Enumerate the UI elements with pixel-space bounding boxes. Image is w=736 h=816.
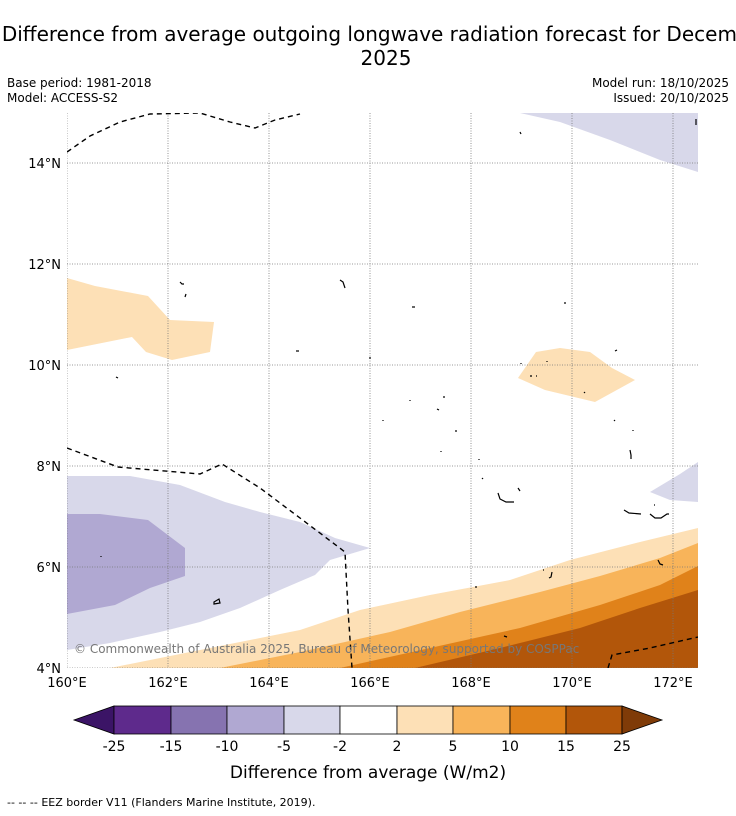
islands <box>100 119 697 638</box>
base-period: Base period: 1981-2018 <box>7 76 152 90</box>
anomaly-region-west-medium <box>67 514 185 614</box>
colorbar-label: -15 <box>160 739 183 755</box>
colorbar-swatch <box>283 705 341 735</box>
colorbar-label: -5 <box>277 739 291 755</box>
colorbar-extend-high <box>621 705 664 735</box>
island <box>184 293 187 298</box>
copyright-text: © Commonwealth of Australia 2025, Bureau… <box>74 642 579 656</box>
colorbar-label: -10 <box>216 739 239 755</box>
model-name: Model: ACCESS-S2 <box>7 91 119 105</box>
gridlines <box>67 113 698 668</box>
colorbar-extend-low <box>72 705 115 735</box>
island <box>497 492 514 503</box>
island <box>436 408 440 411</box>
island <box>614 349 618 352</box>
lat-tick-label: 4°N <box>37 662 62 677</box>
eez-border-north <box>67 113 301 153</box>
colorbar-label: 2 <box>393 739 402 755</box>
island <box>629 449 632 459</box>
model-run: Model run: 18/10/2025 <box>591 76 729 90</box>
colorbar-label: 5 <box>449 739 458 755</box>
colorbar-label: -25 <box>103 739 126 755</box>
island <box>649 513 669 519</box>
legend-footer: -- -- -- EEZ border V11 (Flanders Marine… <box>7 796 315 809</box>
colorbar-swatch <box>565 705 623 735</box>
map-title: Difference from average outgoing longwav… <box>1 22 736 70</box>
colorbar-swatch <box>452 705 511 735</box>
island <box>503 635 508 638</box>
island <box>517 487 521 492</box>
anomaly-region-northwest-orange <box>67 278 214 360</box>
lat-tick-label: 8°N <box>37 460 62 475</box>
lat-tick-label: 12°N <box>28 258 61 273</box>
lon-tick-label: 170°E <box>552 676 592 691</box>
lon-tick-label: 166°E <box>350 676 390 691</box>
lat-tick-label: 10°N <box>28 359 61 374</box>
island <box>519 131 522 135</box>
issued-date: Issued: 20/10/2025 <box>613 91 729 105</box>
colorbar-label: 10 <box>501 739 519 755</box>
eez-border-southeast <box>607 636 698 668</box>
eez-legend-text: EEZ border V11 (Flanders Marine Institut… <box>41 796 316 809</box>
island <box>657 559 664 566</box>
lon-tick-label: 168°E <box>451 676 491 691</box>
island <box>179 281 184 285</box>
lon-tick-label: 160°E <box>47 676 87 691</box>
colorbar-swatch <box>339 705 398 735</box>
meta-left: Base period: 1981-2018 Model: ACCESS-S2 <box>7 76 152 106</box>
island <box>115 376 119 379</box>
eez-line-symbol: -- -- -- <box>7 796 38 809</box>
eez-borders <box>67 113 698 668</box>
lat-tick-label: 6°N <box>37 561 62 576</box>
island <box>481 477 484 480</box>
lon-axis: 160°E 162°E 164°E 166°E 168°E 170°E 172°… <box>47 676 693 691</box>
island <box>613 419 616 422</box>
colorbar-swatch <box>226 705 285 735</box>
colorbar-label: 25 <box>613 739 631 755</box>
lon-tick-label: 172°E <box>653 676 693 691</box>
lat-axis: 4°N 6°N 8°N 10°N 12°N 14°N <box>28 157 61 677</box>
island <box>583 391 586 394</box>
colorbar: -25 -15 -10 -5 -2 2 5 10 15 25 Differenc… <box>72 705 664 783</box>
colorbar-swatch <box>113 705 172 735</box>
colorbar-swatch <box>170 705 228 735</box>
island <box>339 279 346 289</box>
eez-border-central <box>67 447 353 668</box>
colorbar-title: Difference from average (W/m2) <box>230 763 506 783</box>
lat-tick-label: 14°N <box>28 157 61 172</box>
anomaly-region-right-edge <box>650 462 698 502</box>
anomaly-region-top-right <box>520 113 698 172</box>
lon-tick-label: 164°E <box>249 676 289 691</box>
island <box>623 509 642 515</box>
map-plot-area: © Commonwealth of Australia 2025, Bureau… <box>67 113 698 668</box>
colorbar-label: -2 <box>333 739 347 755</box>
lon-tick-label: 162°E <box>148 676 188 691</box>
colorbar-swatch <box>509 705 567 735</box>
island <box>213 598 221 605</box>
island <box>548 571 553 579</box>
meta-right: Model run: 18/10/2025 Issued: 20/10/2025 <box>592 76 729 106</box>
anomaly-band-15-25 <box>415 590 698 668</box>
colorbar-label: 15 <box>557 739 575 755</box>
colorbar-swatch <box>396 705 454 735</box>
